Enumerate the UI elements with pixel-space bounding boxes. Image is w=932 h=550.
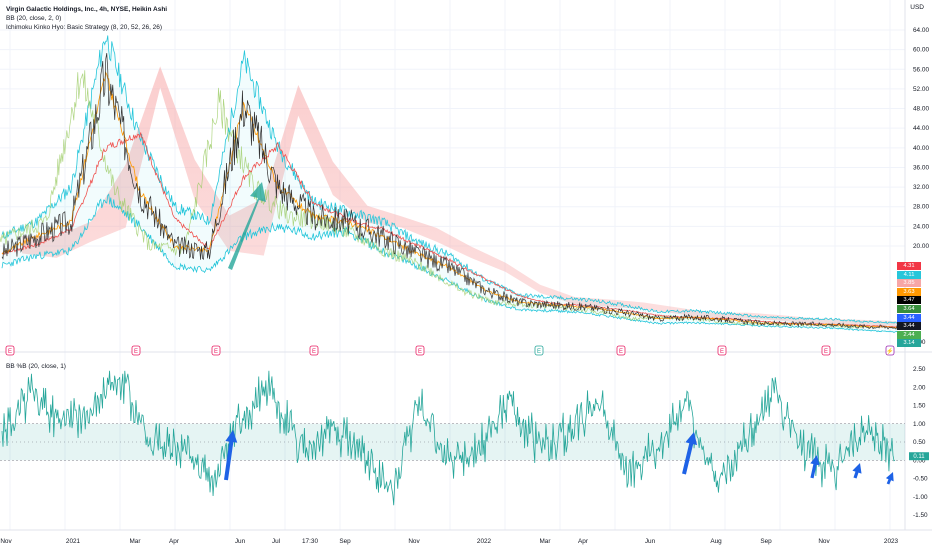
time-tick-label: Jul xyxy=(272,538,280,545)
price-badge: 3.44 xyxy=(897,322,921,331)
bbpb-legend[interactable]: BB %B (20, close, 1) xyxy=(6,363,66,370)
time-tick-label: Apr xyxy=(169,538,180,545)
price-badge: 3.47 xyxy=(897,296,921,305)
annotation-arrow xyxy=(682,432,698,475)
price-tick-label: 40.00 xyxy=(913,145,929,152)
earnings-marker xyxy=(821,345,831,356)
time-tick-label: 2021 xyxy=(66,538,81,545)
time-tick-label: 17:30 xyxy=(302,538,318,545)
bollinger-lower-line xyxy=(1,193,901,334)
price-tick-label: 24.00 xyxy=(913,223,929,230)
price-tick-label: 44.00 xyxy=(913,125,929,132)
event-marker-glyph: E xyxy=(619,349,623,355)
event-markers: E E E E E E E E E ⚡ xyxy=(5,345,895,356)
price-badge: 2.44 xyxy=(897,330,921,339)
event-marker-glyph: E xyxy=(720,349,724,355)
pb-axis-ticks: 2.50 2.00 1.50 1.00 0.50 0.00 -0.50 -1.00 -1.50 0… xyxy=(909,366,929,519)
percent-b-pane xyxy=(0,370,905,506)
time-axis-ticks: Nov 2021 Mar Apr Jun Jul 17:30 Sep Nov 2022 Mar Apr… xyxy=(0,538,898,545)
pb-tick-label: 1.50 xyxy=(913,403,926,410)
price-tick-label: 56.00 xyxy=(913,66,929,73)
event-marker-glyph: E xyxy=(824,349,828,355)
price-tick-label: 60.00 xyxy=(913,47,929,54)
dividend-marker xyxy=(534,345,544,356)
price-tick-label: 36.00 xyxy=(913,164,929,171)
bollinger-upper-line xyxy=(1,35,901,325)
earnings-marker xyxy=(717,345,727,356)
event-marker-glyph: E xyxy=(537,349,541,355)
pb-tick-label: 1.00 xyxy=(913,421,926,428)
ichimoku-legend[interactable]: Ichimoku Kinko Hyo: Basic Strategy (8, 2… xyxy=(6,24,163,31)
bb-legend[interactable]: BB (20, close, 2, 0) xyxy=(6,15,62,22)
bollinger-fill xyxy=(2,35,900,333)
time-tick-label: Jun xyxy=(645,538,656,545)
price-tick-label: 20.00 xyxy=(913,243,929,250)
time-tick-label: Sep xyxy=(760,538,772,545)
ichimoku-cloud xyxy=(22,66,920,328)
time-tick-label: 2022 xyxy=(477,538,492,545)
earnings-marker xyxy=(131,345,141,356)
time-tick-label: Apr xyxy=(578,538,589,545)
price-badge: 3.85 xyxy=(897,279,921,288)
pb-tick-label: 2.00 xyxy=(913,384,926,391)
price-tick-label: 48.00 xyxy=(913,106,929,113)
pb-tick-label: 2.50 xyxy=(913,366,926,373)
pb-tick-label: 0.50 xyxy=(913,439,926,446)
price-tick-label: 52.00 xyxy=(913,86,929,93)
event-marker-glyph: E xyxy=(312,349,316,355)
price-badge: 3.63 xyxy=(897,287,921,296)
tenkan-line xyxy=(1,71,901,329)
event-marker-glyph: E xyxy=(214,349,218,355)
price-badge: 3.64 xyxy=(897,305,921,313)
time-tick-label: Aug xyxy=(710,538,722,545)
time-tick-label: 2023 xyxy=(884,538,899,545)
event-marker-glyph: E xyxy=(418,349,422,355)
earnings-marker xyxy=(309,345,319,356)
pb-current-badge xyxy=(909,452,929,461)
chart-title[interactable]: Virgin Galactic Holdings, Inc., 4h, NYSE… xyxy=(6,6,168,13)
pb-tick-label: -0.50 xyxy=(913,476,928,483)
grid xyxy=(0,0,905,530)
bb-percent-b-line xyxy=(1,370,896,506)
annotation-arrow xyxy=(224,430,238,481)
price-tick-label: 64.00 xyxy=(913,27,929,34)
currency-label[interactable]: USD xyxy=(910,4,924,11)
time-tick-label: Nov xyxy=(408,538,420,545)
price-badge: 3.44 xyxy=(897,313,921,322)
annotation-arrows xyxy=(224,430,894,485)
time-tick-label: Nov xyxy=(818,538,830,545)
earnings-marker xyxy=(415,345,425,356)
earnings-marker xyxy=(5,345,15,356)
time-tick-label: Nov xyxy=(0,538,12,545)
annotation-arrow xyxy=(852,463,862,479)
price-candles xyxy=(1,53,901,331)
pb-tick-label: 0.00 xyxy=(913,457,926,464)
pb-tick-label: -1.50 xyxy=(913,512,928,519)
price-badge: 3.14 xyxy=(897,339,921,348)
pb-current-badge-label: 0.11 xyxy=(913,454,925,460)
event-marker-glyph: ⚡ xyxy=(886,347,893,355)
price-badge: 4.11 xyxy=(897,270,921,279)
time-tick-label: Jun xyxy=(235,538,246,545)
time-tick-label: Mar xyxy=(129,538,141,545)
price-tick-label: 32.00 xyxy=(913,184,929,191)
split-marker xyxy=(885,345,895,356)
annotation-arrow xyxy=(885,472,894,485)
price-tick-label: 28.00 xyxy=(913,204,929,211)
event-marker-glyph: E xyxy=(134,349,138,355)
annotation-arrow xyxy=(810,455,820,479)
earnings-marker xyxy=(211,345,221,356)
time-tick-label: Sep xyxy=(339,538,351,545)
pb-tick-label: -1.00 xyxy=(913,494,928,501)
event-marker-glyph: E xyxy=(8,349,12,355)
trend-arrow-green xyxy=(228,182,266,270)
price-pane xyxy=(0,35,920,334)
price-badge: 4.31 xyxy=(897,262,921,270)
time-tick-label: Mar xyxy=(539,538,551,545)
earnings-marker xyxy=(616,345,626,356)
